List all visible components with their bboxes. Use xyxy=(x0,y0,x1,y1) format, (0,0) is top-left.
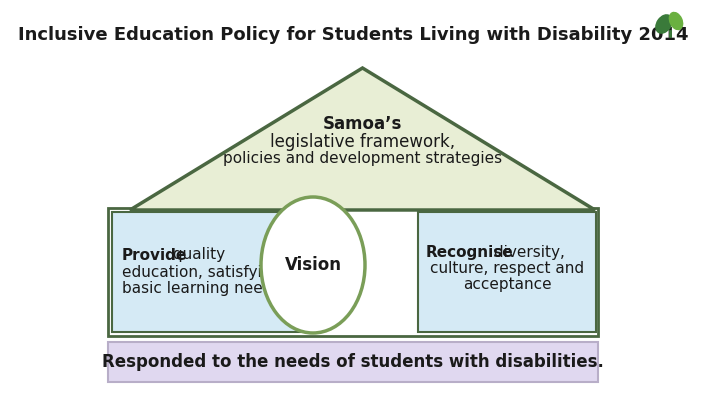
Text: Provide: Provide xyxy=(122,247,187,262)
Text: policies and development strategies: policies and development strategies xyxy=(223,151,502,166)
Text: basic learning needs: basic learning needs xyxy=(122,281,281,296)
Text: Responded to the needs of students with disabilities.: Responded to the needs of students with … xyxy=(102,353,604,371)
FancyBboxPatch shape xyxy=(418,212,596,332)
Text: culture, respect and: culture, respect and xyxy=(430,260,584,275)
Text: diversity,: diversity, xyxy=(489,245,565,260)
Ellipse shape xyxy=(670,13,683,30)
FancyBboxPatch shape xyxy=(108,342,598,382)
FancyBboxPatch shape xyxy=(112,212,302,332)
Text: education, satisfying: education, satisfying xyxy=(122,264,281,279)
Text: Vision: Vision xyxy=(284,256,341,274)
Ellipse shape xyxy=(656,15,672,33)
Text: legislative framework,: legislative framework, xyxy=(270,133,455,151)
Text: acceptance: acceptance xyxy=(463,277,552,292)
Text: Samoa’s: Samoa’s xyxy=(323,115,402,133)
Text: quality: quality xyxy=(168,247,225,262)
Polygon shape xyxy=(130,68,595,210)
Text: Inclusive Education Policy for Students Living with Disability 2014: Inclusive Education Policy for Students … xyxy=(18,26,688,44)
Text: Recognise: Recognise xyxy=(426,245,513,260)
FancyBboxPatch shape xyxy=(108,208,598,336)
Ellipse shape xyxy=(261,197,365,333)
